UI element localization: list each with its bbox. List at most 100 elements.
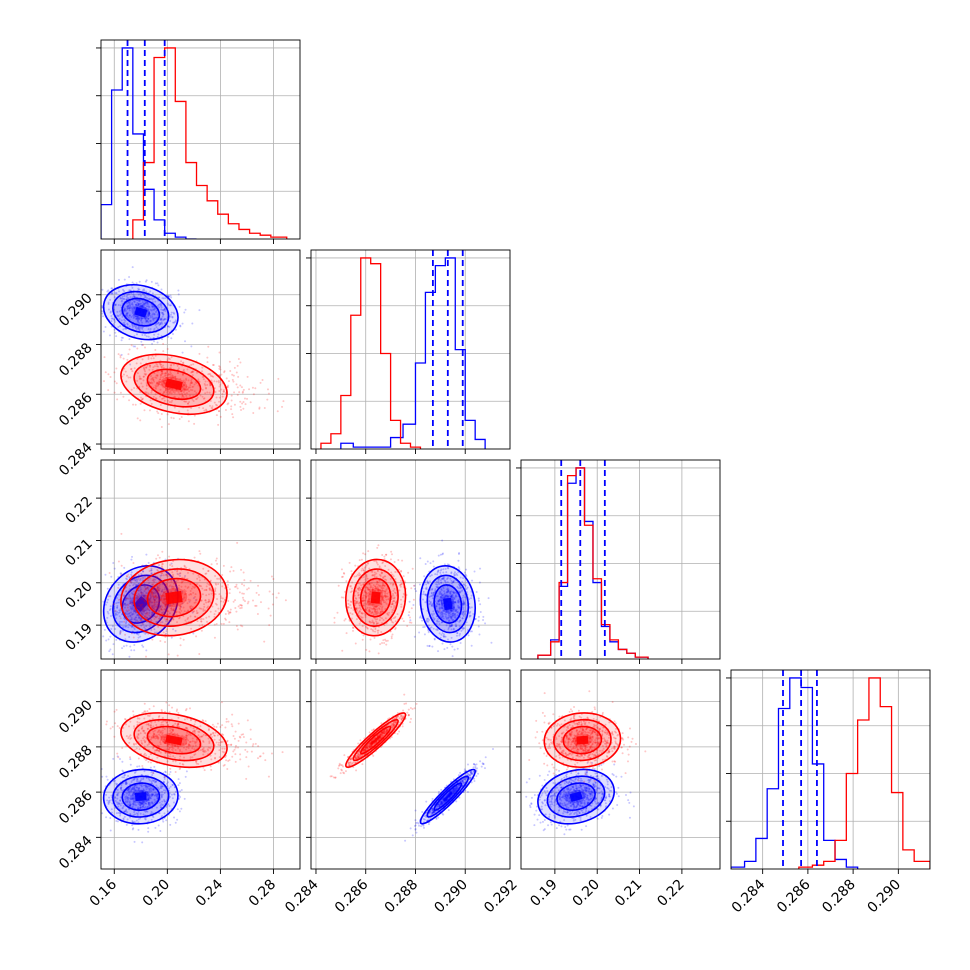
data-point — [136, 304, 139, 307]
data-point — [447, 595, 450, 598]
data-point — [381, 553, 384, 556]
data-point — [373, 621, 376, 624]
data-point — [123, 318, 126, 321]
data-point — [364, 591, 367, 594]
data-point — [458, 625, 461, 628]
panel-3-0 — [101, 670, 300, 869]
data-point — [464, 584, 467, 587]
data-point — [215, 414, 218, 417]
data-point — [166, 628, 169, 631]
data-point — [163, 379, 166, 382]
data-point — [445, 595, 448, 598]
data-point — [450, 582, 453, 585]
data-point — [252, 393, 255, 396]
data-point — [367, 600, 370, 603]
data-point — [422, 593, 425, 596]
data-point — [132, 317, 135, 320]
data-point — [247, 587, 250, 590]
data-point — [145, 321, 148, 324]
data-point — [138, 318, 141, 321]
data-point — [209, 579, 212, 582]
data-point — [450, 625, 453, 628]
data-point — [453, 596, 456, 599]
data-point — [153, 779, 156, 782]
data-point — [116, 803, 119, 806]
data-point — [147, 317, 150, 320]
data-point — [363, 590, 366, 593]
data-point — [119, 296, 122, 299]
data-point — [375, 620, 378, 623]
data-point — [159, 380, 162, 383]
data-point — [163, 372, 166, 375]
data-point — [362, 569, 365, 572]
data-point — [199, 552, 202, 555]
data-point — [344, 618, 347, 621]
data-point — [355, 601, 358, 604]
data-point — [375, 611, 378, 614]
data-point — [376, 586, 379, 589]
data-point — [379, 643, 382, 646]
data-point — [453, 616, 456, 619]
data-point — [158, 318, 161, 321]
data-point — [103, 628, 106, 631]
data-point — [366, 602, 369, 605]
data-point — [125, 644, 128, 647]
data-point — [368, 567, 371, 570]
data-point — [443, 590, 446, 593]
data-point — [151, 315, 154, 318]
data-point — [109, 727, 112, 730]
data-point — [450, 579, 453, 582]
data-point — [233, 403, 236, 406]
data-point — [457, 553, 460, 556]
data-point — [377, 587, 380, 590]
data-point — [384, 575, 387, 578]
data-point — [160, 426, 163, 429]
data-point — [384, 590, 387, 593]
data-point — [170, 392, 173, 395]
data-point — [358, 582, 361, 585]
data-point — [377, 611, 380, 614]
data-point — [97, 291, 99, 293]
data-point — [153, 798, 156, 801]
data-point — [439, 615, 442, 618]
data-point — [462, 594, 465, 597]
data-point — [155, 382, 158, 385]
data-point — [232, 735, 235, 738]
data-point — [157, 321, 160, 324]
data-point — [161, 566, 164, 569]
data-point — [129, 601, 132, 604]
data-point — [156, 786, 159, 789]
data-point — [138, 300, 141, 303]
data-point — [126, 305, 129, 308]
data-point — [376, 563, 379, 566]
data-point — [447, 589, 450, 592]
data-point — [101, 315, 104, 318]
data-point — [142, 326, 145, 329]
data-point — [210, 379, 213, 382]
data-point — [171, 575, 174, 578]
data-point — [242, 733, 245, 736]
data-point — [164, 597, 167, 600]
data-point — [438, 609, 441, 612]
data-point — [116, 794, 119, 797]
data-point — [159, 596, 162, 599]
data-point — [145, 366, 148, 369]
data-point — [427, 582, 430, 585]
data-point — [145, 649, 148, 652]
data-point — [428, 603, 431, 606]
data-point — [150, 591, 153, 594]
data-point — [431, 587, 434, 590]
data-point — [150, 604, 153, 607]
data-point — [406, 624, 409, 627]
data-point — [214, 593, 217, 596]
data-point — [109, 298, 112, 301]
data-point — [385, 640, 388, 643]
data-point — [453, 608, 456, 611]
data-point — [225, 718, 228, 721]
data-point — [143, 609, 146, 612]
data-point — [154, 590, 157, 593]
data-point — [140, 317, 143, 320]
data-point — [368, 589, 371, 592]
data-point — [450, 596, 453, 599]
data-point — [169, 373, 172, 376]
